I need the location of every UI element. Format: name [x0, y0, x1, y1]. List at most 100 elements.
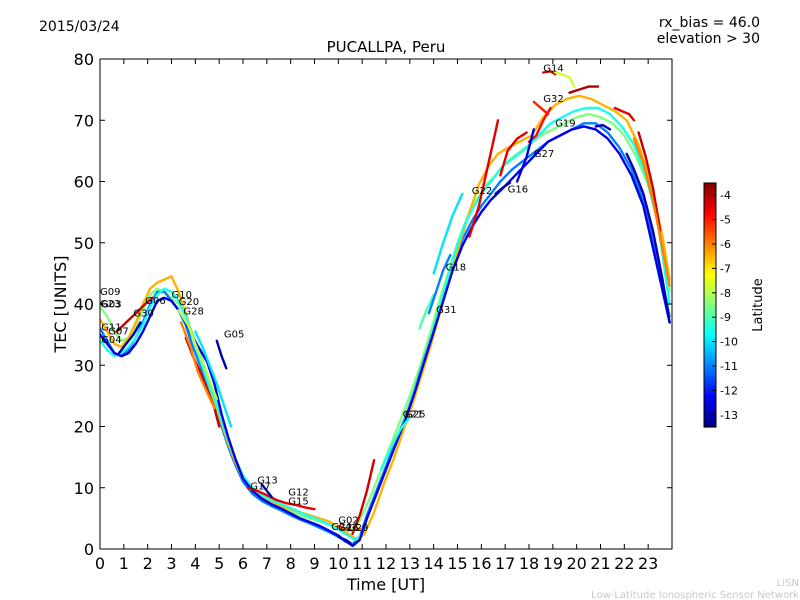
colorbar-band	[704, 314, 716, 318]
colorbar-band	[704, 197, 716, 201]
tec-segment-18	[215, 339, 228, 370]
tec-segment-26	[432, 192, 464, 275]
tec-segment-29	[179, 321, 216, 410]
footer-lisn: LISN	[777, 578, 799, 589]
colorbar-band	[704, 248, 716, 252]
satellite-label-g06: G06	[145, 296, 165, 307]
colorbar-band	[704, 246, 716, 250]
satellite-label-g09: G09	[100, 287, 120, 298]
colorbar-band	[704, 334, 716, 338]
tec-segment-22	[515, 128, 535, 183]
x-tick-label: 3	[166, 554, 176, 573]
colorbar-band	[704, 380, 716, 384]
colorbar-band	[704, 204, 716, 208]
y-tick-label: 70	[74, 111, 94, 130]
colorbar-band	[704, 202, 716, 206]
colorbar-band	[704, 385, 716, 389]
colorbar-band	[704, 207, 716, 211]
y-tick-label: 50	[74, 234, 94, 253]
colorbar-band	[704, 268, 716, 272]
colorbar-band	[704, 390, 716, 394]
colorbar-band	[704, 258, 716, 262]
satellite-label-g02: G02	[338, 515, 358, 526]
y-tick-label: 20	[74, 418, 94, 437]
x-tick-label: 14	[423, 554, 443, 573]
colorbar-band	[704, 351, 716, 355]
colorbar-band	[704, 319, 716, 323]
tec-segment-24	[418, 293, 435, 330]
tec-segment-28	[177, 308, 219, 401]
y-tick-label: 0	[84, 540, 94, 559]
colorbar-band	[704, 363, 716, 367]
colorbar-band	[704, 224, 716, 228]
x-tick-label: 1	[119, 554, 129, 573]
colorbar-band	[704, 190, 716, 194]
satellite-label-g11: G11	[101, 322, 121, 333]
x-tick-label: 0	[95, 554, 105, 573]
tec-segment-25	[427, 253, 452, 315]
satellite-label-g07: G07	[108, 327, 128, 338]
tec-segment-4	[337, 524, 361, 532]
y-tick-label: 30	[74, 356, 94, 375]
tec-segment-6	[499, 131, 528, 177]
colorbar-band	[704, 305, 716, 309]
colorbar-band	[704, 185, 716, 189]
satellite-label-g05: G05	[224, 330, 244, 341]
satellite-label-g10: G10	[172, 290, 192, 301]
colorbar-band	[704, 387, 716, 391]
rx-bias-label: rx_bias = 46.0	[659, 15, 760, 31]
tec-segment-20	[337, 535, 352, 545]
tec-segment-10	[532, 100, 550, 116]
x-tick-label: 5	[214, 554, 224, 573]
colorbar-band	[704, 405, 716, 409]
colorbar-band	[704, 361, 716, 365]
satellite-label-g22: G22	[472, 186, 492, 197]
satellite-label-g14: G14	[543, 63, 563, 74]
colorbar-band	[704, 239, 716, 243]
colorbar-band	[704, 195, 716, 199]
colorbar-band	[704, 234, 716, 238]
colorbar-tick-label: -12	[720, 384, 738, 397]
colorbar-band	[704, 244, 716, 248]
tec-segment-3	[351, 459, 376, 535]
colorbar-band	[704, 231, 716, 235]
x-axis: 0 1 2 3 4 5 6 7 8 9 10 11 12 13 14 15 16 17 18 19 20 21 22 23	[95, 59, 658, 573]
satellite-label-g19: G19	[555, 118, 575, 129]
colorbar-band	[704, 187, 716, 191]
x-tick-label: 10	[328, 554, 348, 573]
colorbar: -4 -5 -6 -7 -8 -9 -10 -11 -12 -13	[703, 182, 738, 428]
tec-segment-0	[115, 296, 154, 333]
satellite-label-g31: G31	[436, 305, 456, 316]
satellite-label-g12: G12	[288, 488, 308, 499]
colorbar-band	[704, 251, 716, 255]
colorbar-band	[704, 295, 716, 299]
x-tick-label: 6	[238, 554, 248, 573]
series-layer	[100, 70, 671, 548]
colorbar-tick-label: -13	[720, 409, 738, 422]
colorbar-band	[704, 285, 716, 289]
satellite-label-g29: G29	[348, 523, 368, 534]
satellite-label-g23: G23	[100, 299, 120, 310]
colorbar-band	[704, 324, 716, 328]
satellite-label-g16: G16	[508, 185, 528, 196]
colorbar-band	[704, 309, 716, 313]
colorbar-band	[704, 422, 716, 426]
colorbar-band	[704, 290, 716, 294]
y-axis: 0 10 20 30 40 50 60 70 80	[74, 50, 672, 559]
tec-segment-17	[117, 321, 142, 355]
colorbar-band	[704, 214, 716, 218]
colorbar-band	[704, 217, 716, 221]
colorbar-band	[704, 302, 716, 306]
satellite-label-g20: G20	[179, 297, 199, 308]
colorbar-band	[704, 256, 716, 260]
satellite-label-g25: G25	[405, 409, 425, 420]
satellite-label-g18: G18	[446, 262, 466, 273]
x-tick-label: 8	[286, 554, 296, 573]
satellite-label-g28: G28	[183, 306, 203, 317]
colorbar-band	[704, 356, 716, 360]
colorbar-band	[704, 200, 716, 204]
tec-segment-11	[568, 85, 600, 94]
tec-segment-21	[494, 181, 512, 196]
